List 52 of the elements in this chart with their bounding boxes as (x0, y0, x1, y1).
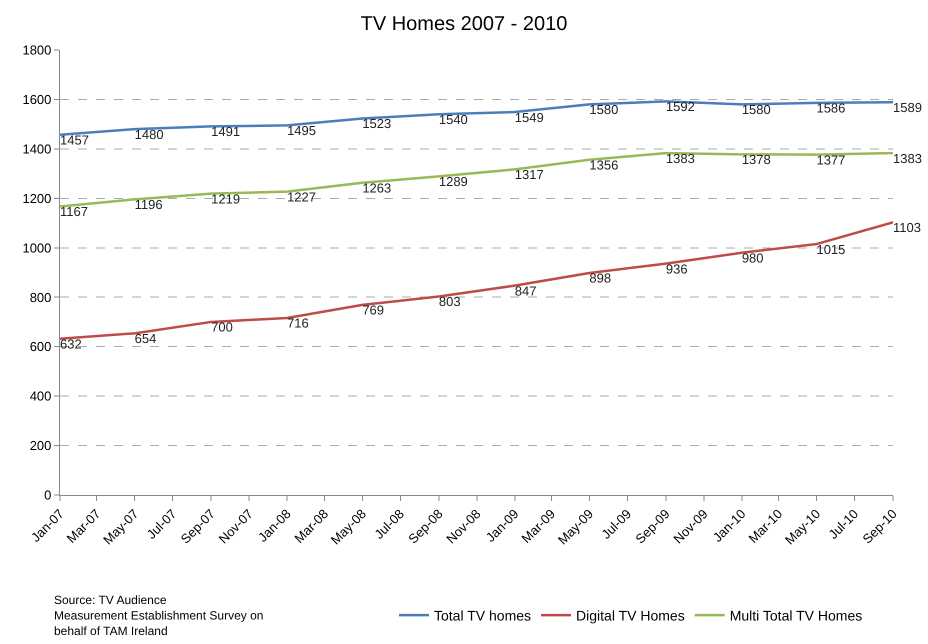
y-tick-label: 1000 (22, 240, 52, 256)
y-tick-label: 200 (30, 438, 52, 454)
data-label: 1589 (893, 100, 922, 115)
data-label: 1167 (60, 204, 88, 220)
data-label: 1383 (666, 150, 695, 166)
data-label: 1377 (816, 152, 846, 168)
y-tick-label: 0 (44, 488, 52, 503)
data-label: 1356 (589, 158, 618, 173)
data-label: 769 (362, 302, 384, 318)
data-label: 936 (666, 261, 688, 276)
data-label: 1227 (287, 189, 316, 204)
data-label: 1289 (438, 174, 468, 190)
data-label: 1480 (134, 126, 164, 142)
legend-label: Digital TV Homes (576, 608, 685, 624)
data-label: 1592 (666, 99, 695, 114)
y-tick-label: 1200 (22, 190, 52, 206)
data-label: 716 (287, 316, 309, 331)
data-label: 1383 (893, 150, 922, 166)
data-label: 847 (514, 283, 536, 298)
source-note: Source: TV Audience Measurement Establishment Survey on behalf of TAM Ireland (54, 593, 264, 638)
data-label: 1457 (60, 132, 89, 148)
data-label: 1586 (816, 100, 846, 116)
legend-label: Total TV homes (434, 608, 532, 624)
data-label: 1378 (742, 152, 771, 168)
y-tick-label: 1600 (22, 92, 52, 107)
data-label: 1491 (211, 124, 240, 140)
data-label: 1015 (816, 242, 846, 257)
data-label: 654 (134, 331, 156, 346)
data-label: 1580 (589, 102, 618, 118)
chart-title: TV Homes 2007 - 2010 (360, 13, 568, 36)
data-label: 1495 (287, 123, 316, 138)
data-label: 1196 (134, 197, 163, 212)
line-series (60, 152, 893, 208)
data-label: 1103 (893, 220, 921, 236)
y-tick-label: 1400 (22, 141, 52, 156)
data-label: 803 (438, 294, 461, 310)
data-label: 1549 (514, 110, 544, 125)
data-label: 700 (211, 320, 233, 335)
data-label: 1263 (362, 180, 392, 196)
data-label: 1580 (742, 102, 771, 118)
data-label: 1523 (362, 116, 392, 132)
y-tick-label: 400 (30, 388, 52, 404)
y-tick-label: 1800 (22, 42, 52, 58)
legend-label: Multi Total TV Homes (730, 608, 862, 624)
data-label: 1317 (514, 167, 544, 182)
data-label: 632 (60, 336, 82, 352)
y-tick-label: 800 (30, 290, 52, 305)
data-label: 1540 (438, 112, 468, 128)
data-label: 898 (589, 270, 612, 286)
data-label: 1219 (211, 191, 240, 206)
y-tick-label: 600 (30, 339, 52, 354)
data-label: 980 (742, 250, 764, 266)
